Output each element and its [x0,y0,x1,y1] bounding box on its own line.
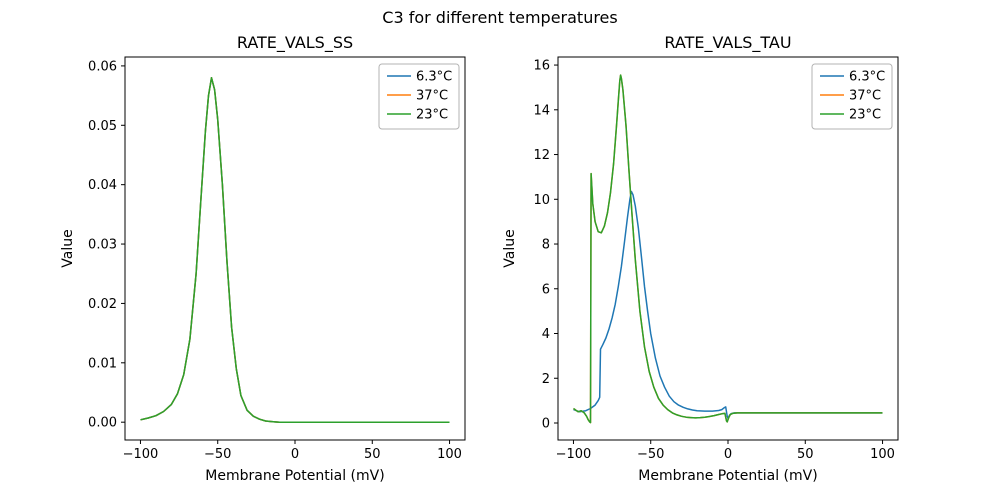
y-tick-label: 0.00 [88,416,117,431]
x-axis-label: Membrane Potential (mV) [638,468,817,484]
subplot-rate-vals-ss: −100 −50 0 50 1000.000.010.020.030.040.050.0… [60,33,466,484]
y-tick-label: 0.05 [88,119,117,134]
y-tick-label: 10 [533,193,550,208]
legend-entry-label: 6.3°C [416,70,452,85]
legend-entry-label: 6.3°C [849,70,885,85]
y-axis-label: Value [502,229,518,267]
y-tick-label: 14 [533,103,550,118]
x-tick-label: 100 [870,447,895,462]
legend-entry-label: 23°C [416,108,448,123]
x-axis-label: Membrane Potential (mV) [205,468,384,484]
figure-title: C3 for different temperatures [382,8,618,27]
x-tick-label: 0 [291,447,299,462]
x-tick-label: −100 [123,447,159,462]
subplot-rate-vals-tau: −100 −50 0 50 100 0 2 4 6 8 10 12 14 16 RATE_VALS_TAU M… [502,33,899,484]
legend: 6.3°C 37°C 23°C [811,63,893,130]
series-line [573,190,883,420]
x-axis-ticks: −100 −50 0 50 100 [123,440,462,462]
y-tick-label: 8 [542,238,550,253]
x-tick-label: 0 [724,447,732,462]
subplot-title: RATE_VALS_TAU [664,33,791,53]
y-tick-label: 0 [542,416,550,431]
series-line [140,77,450,423]
y-tick-label: 4 [542,327,550,342]
legend: 6.3°C 37°C 23°C [378,63,460,130]
y-tick-label: 16 [533,59,550,74]
x-axis-ticks: −100 −50 0 50 100 [556,440,895,462]
legend-entry-label: 37°C [849,89,881,104]
y-axis-label: Value [60,229,76,267]
x-tick-label: −100 [556,447,592,462]
series-line [573,74,883,424]
y-tick-label: 12 [533,148,550,163]
y-tick-label: 0.04 [88,178,117,193]
legend-entry-label: 23°C [849,108,881,123]
x-tick-label: −50 [204,447,231,462]
y-tick-label: 0.03 [88,238,117,253]
y-tick-label: 6 [542,282,550,297]
y-tick-label: 0.06 [88,59,117,74]
x-tick-label: 50 [797,447,814,462]
x-tick-label: 50 [364,447,381,462]
x-tick-label: −50 [637,447,664,462]
y-tick-label: 0.01 [88,356,117,371]
y-tick-label: 0.02 [88,297,117,312]
legend-entry-label: 37°C [416,89,448,104]
y-axis-ticks: 0 2 4 6 8 10 12 14 16 [533,59,558,431]
subplot-title: RATE_VALS_SS [237,33,353,53]
y-axis-ticks: 0.00 0.01 0.02 0.03 0.04 0.05 0.06 [88,59,125,431]
y-tick-label: 2 [542,372,550,387]
x-tick-label: 100 [437,447,462,462]
